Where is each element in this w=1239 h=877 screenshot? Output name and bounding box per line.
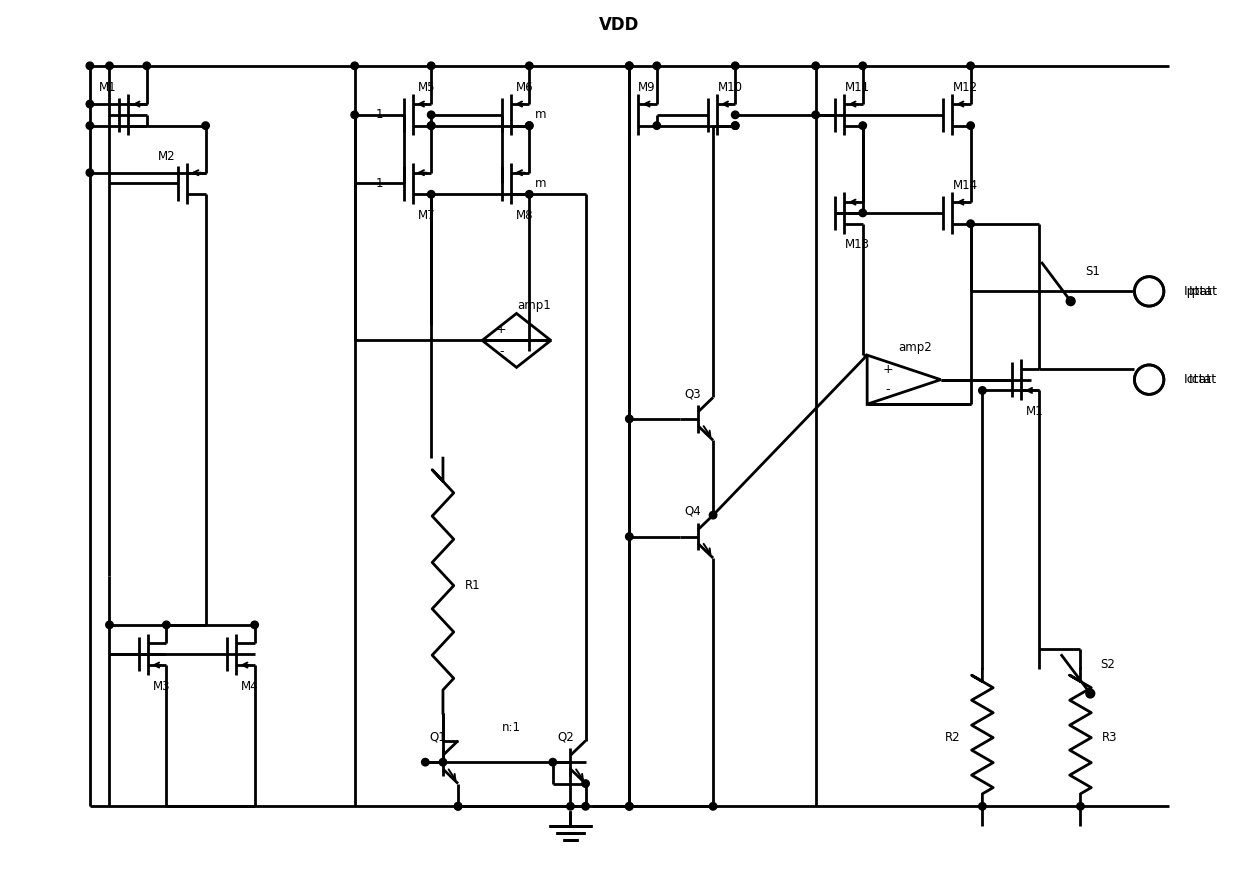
Text: m: m [535, 177, 546, 190]
Circle shape [525, 122, 533, 129]
Circle shape [653, 122, 660, 129]
Text: R2: R2 [945, 731, 960, 745]
Text: M6: M6 [515, 82, 533, 95]
Circle shape [626, 415, 633, 423]
Text: VDD: VDD [600, 16, 639, 33]
Circle shape [731, 122, 738, 129]
Text: 1: 1 [375, 177, 383, 190]
Circle shape [731, 122, 738, 129]
Text: 1: 1 [375, 109, 383, 121]
Circle shape [626, 62, 633, 69]
Circle shape [87, 100, 94, 108]
Text: M1: M1 [99, 82, 116, 95]
Circle shape [427, 111, 435, 118]
Circle shape [427, 62, 435, 69]
Circle shape [979, 802, 986, 810]
Circle shape [626, 802, 633, 810]
Circle shape [731, 62, 738, 69]
Circle shape [1067, 296, 1075, 305]
Circle shape [427, 122, 435, 129]
Circle shape [421, 759, 429, 766]
Text: S2: S2 [1100, 658, 1115, 671]
Text: Ictat: Ictat [1188, 373, 1217, 386]
Text: M4: M4 [240, 680, 259, 693]
Text: M10: M10 [717, 82, 743, 95]
Text: Q1: Q1 [430, 731, 446, 744]
Text: Iptat: Iptat [1183, 285, 1213, 298]
Circle shape [966, 62, 974, 69]
Text: Ictat: Ictat [1183, 373, 1212, 386]
Circle shape [566, 802, 574, 810]
Circle shape [427, 190, 435, 198]
Text: S1: S1 [1085, 265, 1100, 278]
Circle shape [202, 122, 209, 129]
Text: R3: R3 [1101, 731, 1118, 745]
Circle shape [549, 759, 556, 766]
Circle shape [859, 62, 866, 69]
Circle shape [626, 533, 633, 540]
Text: M13: M13 [845, 239, 870, 252]
Text: R1: R1 [465, 579, 481, 592]
Text: Q4: Q4 [685, 505, 701, 517]
Circle shape [105, 621, 113, 629]
Circle shape [626, 62, 633, 69]
Circle shape [525, 122, 533, 129]
Text: M9: M9 [638, 82, 655, 95]
Circle shape [351, 62, 358, 69]
Circle shape [525, 190, 533, 198]
Text: Q3: Q3 [685, 387, 701, 400]
Text: +: + [496, 323, 507, 336]
Text: M14: M14 [953, 180, 979, 192]
Circle shape [731, 111, 738, 118]
Text: M2: M2 [157, 150, 175, 163]
Text: -: - [886, 383, 890, 396]
Text: M3: M3 [152, 680, 170, 693]
Text: M5: M5 [418, 82, 435, 95]
Text: M1: M1 [1026, 405, 1043, 418]
Circle shape [455, 802, 462, 810]
Circle shape [525, 62, 533, 69]
Circle shape [87, 122, 94, 129]
Text: Q2: Q2 [558, 731, 574, 744]
Circle shape [1077, 802, 1084, 810]
Text: amp1: amp1 [517, 299, 550, 312]
Circle shape [582, 780, 590, 788]
Text: M12: M12 [953, 82, 979, 95]
Circle shape [710, 802, 717, 810]
Circle shape [1085, 689, 1095, 698]
Text: m: m [535, 109, 546, 121]
Circle shape [812, 62, 819, 69]
Circle shape [105, 62, 113, 69]
Circle shape [812, 111, 819, 118]
Circle shape [455, 802, 462, 810]
Circle shape [87, 169, 94, 176]
Text: n:1: n:1 [502, 722, 522, 734]
Circle shape [351, 111, 358, 118]
Circle shape [859, 210, 866, 217]
Circle shape [966, 220, 974, 227]
Circle shape [162, 621, 170, 629]
Circle shape [440, 759, 447, 766]
Text: Iptat: Iptat [1188, 285, 1218, 298]
Circle shape [626, 802, 633, 810]
Circle shape [966, 122, 974, 129]
Text: amp2: amp2 [898, 341, 932, 353]
Circle shape [859, 122, 866, 129]
Text: M11: M11 [845, 82, 871, 95]
Text: +: + [882, 363, 893, 376]
Circle shape [979, 387, 986, 394]
Circle shape [252, 621, 259, 629]
Circle shape [582, 802, 590, 810]
Circle shape [142, 62, 150, 69]
Text: -: - [499, 345, 504, 358]
Circle shape [653, 62, 660, 69]
Circle shape [87, 62, 94, 69]
Circle shape [710, 511, 717, 519]
Circle shape [427, 122, 435, 129]
Text: M7: M7 [418, 209, 435, 222]
Text: M8: M8 [515, 209, 533, 222]
